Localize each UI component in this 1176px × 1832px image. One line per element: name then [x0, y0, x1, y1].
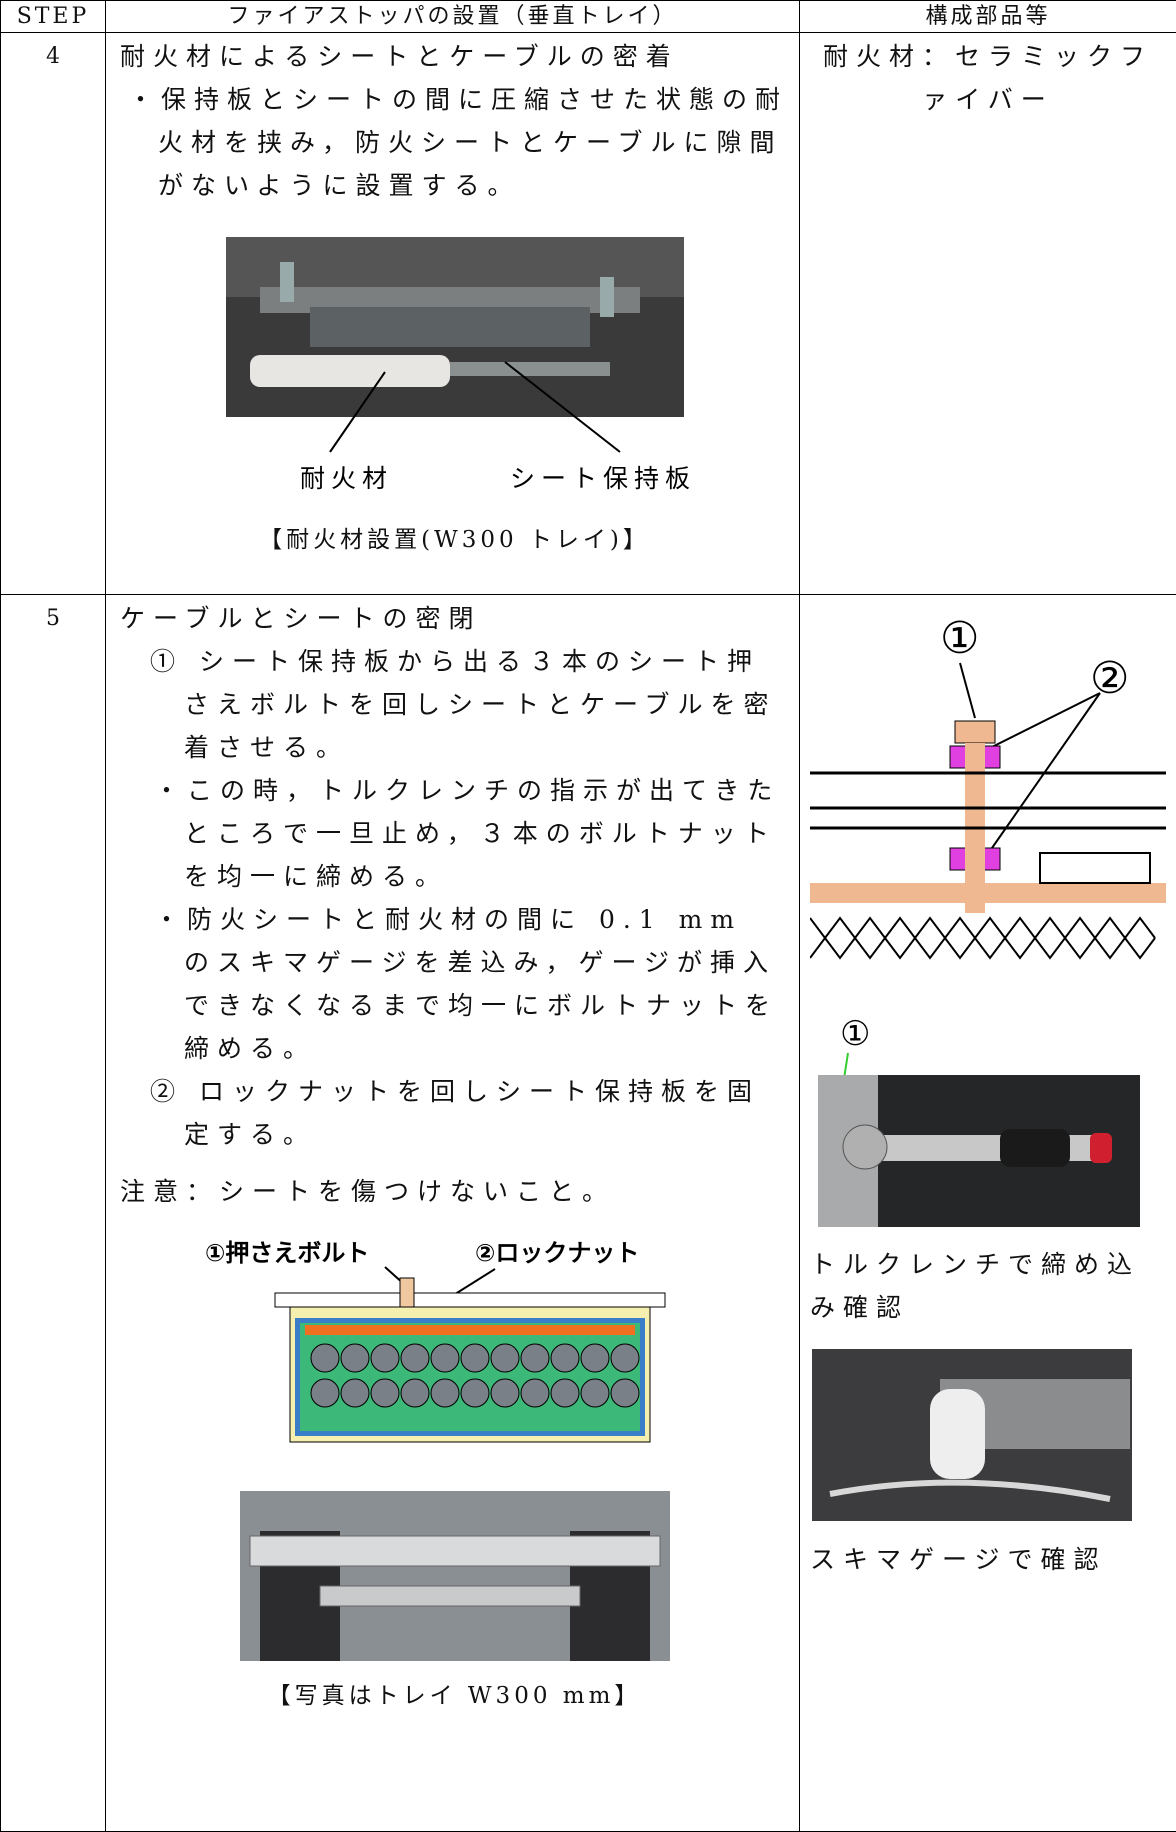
caption: 【耐火材設置(W300 トレイ)】	[259, 527, 650, 553]
step-number: 4	[0, 32, 106, 595]
header-cell: 構成部品等	[799, 0, 1176, 33]
diagram-label: ①	[940, 613, 987, 664]
photo-fireproof-material: 耐火材 シート保持板	[225, 237, 690, 493]
sub-item: ・防火シートと耐火材の間に 0.1 mm のスキマゲージを差込み，ゲージが挿入で…	[154, 905, 779, 1063]
text: ・保持板とシートの間に圧縮させた状態の耐火材を挟み，防火シートとケーブルに隙間が…	[128, 85, 789, 200]
step-number: 5	[0, 594, 106, 1832]
heading: 耐火材によるシートとケーブルの密着	[120, 42, 679, 71]
header-cell: STEP	[0, 0, 106, 33]
row: 5 ケーブルとシートの密閉 ① シート保持板から出る３本のシート押さえボルトを回…	[0, 594, 1176, 1832]
sub-item: ・この時，トルクレンチの指示が出てきたところで一旦止め，３本のボルトナットを均一…	[154, 776, 781, 891]
photo-gap-gauge	[812, 1349, 1132, 1521]
parts-cell: ① ② ① トルクレンチで締め込み確認 スキマゲージで確認	[799, 594, 1176, 1832]
figure-label: 耐火材	[300, 464, 393, 493]
photo-label: ①	[840, 1017, 878, 1054]
diagram-cross-section: ①押さえボルト ②ロックナット	[205, 1239, 665, 1443]
diagram-label: ②ロックナット	[475, 1239, 639, 1267]
list-item: ② ロックナットを回しシート保持板を固定する。	[150, 1077, 760, 1149]
header-row: STEP ファイアストッパの設置（垂直トレイ） 構成部品等	[0, 0, 1176, 33]
parts-cell: 耐火材：セラミックファイバー	[799, 32, 1176, 595]
diagram-bolt: ① ②	[810, 613, 1166, 960]
note: 注意：シートを傷つけないこと。	[120, 1177, 616, 1206]
photo-caption: スキマゲージで確認	[810, 1545, 1107, 1574]
photo-torque-wrench: ①	[818, 1017, 1140, 1227]
list-item: ① シート保持板から出る３本のシート押さえボルトを回しシートとケーブルを密着させ…	[150, 647, 777, 762]
header-cell: ファイアストッパの設置（垂直トレイ）	[105, 0, 800, 33]
procedure-cell: 耐火材によるシートとケーブルの密着 ・保持板とシートの間に圧縮させた状態の耐火材…	[105, 32, 800, 595]
photo-caption: トルクレンチで締め込み確認	[810, 1250, 1141, 1322]
photo-tray	[239, 1491, 670, 1661]
procedure-cell: ケーブルとシートの密閉 ① シート保持板から出る３本のシート押さえボルトを回しシ…	[105, 594, 800, 1832]
figure-label: シート保持板	[510, 464, 690, 493]
heading: ケーブルとシートの密閉	[120, 604, 482, 633]
row: 4 耐火材によるシートとケーブルの密着 ・保持板とシートの間に圧縮させた状態の耐…	[0, 32, 1176, 595]
diagram-label: ①押さえボルト	[205, 1239, 369, 1267]
caption: 【写真はトレイ W300 mm】	[267, 1683, 642, 1709]
